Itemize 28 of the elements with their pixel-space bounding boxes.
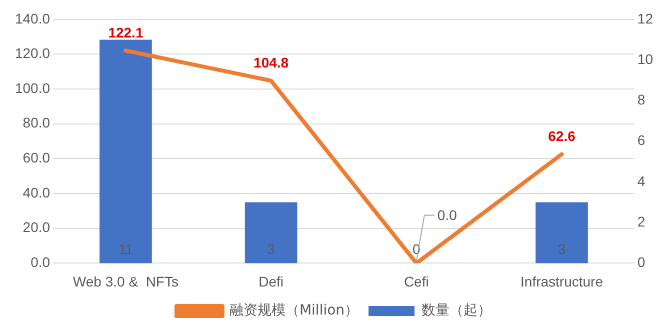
y2-tick-label: 0 <box>637 254 646 270</box>
legend-label: 融资规模（Million） <box>229 302 359 319</box>
y2-tick-label: 8 <box>637 92 646 108</box>
y-tick-label: 0.0 <box>30 254 50 270</box>
x-tick-label: Defi <box>258 273 284 290</box>
data-label: 11 <box>118 241 134 258</box>
y2-tick-label: 12 <box>637 10 654 26</box>
y-tick-label: 40.0 <box>22 184 50 200</box>
y-tick-label: 20.0 <box>22 219 50 236</box>
y-tick-label: 80.0 <box>22 114 50 131</box>
y-tick-label: 100.0 <box>14 80 50 96</box>
data-label: 122.1 <box>108 24 144 40</box>
data-label: 62.6 <box>548 128 576 144</box>
legend-label: 数量（起） <box>422 302 492 319</box>
data-label: 0.0 <box>437 207 458 224</box>
data-label: 104.8 <box>254 54 289 71</box>
x-tick-label: Web 3.0 & NFTs <box>72 273 178 290</box>
data-label: 3 <box>558 241 566 258</box>
y2-tick-label: 6 <box>637 132 646 148</box>
y-tick-label: 140.0 <box>14 10 50 26</box>
x-tick-label: Infrastructure <box>520 273 604 290</box>
x-tick-label: Cefi <box>404 273 429 290</box>
y2-tick-label: 10 <box>637 50 654 67</box>
y-tick-label: 120.0 <box>14 45 50 62</box>
y2-tick-label: 2 <box>637 213 646 230</box>
y-tick-label: 60.0 <box>22 150 50 166</box>
y2-tick-label: 4 <box>637 172 646 189</box>
data-label: 3 <box>267 241 276 258</box>
